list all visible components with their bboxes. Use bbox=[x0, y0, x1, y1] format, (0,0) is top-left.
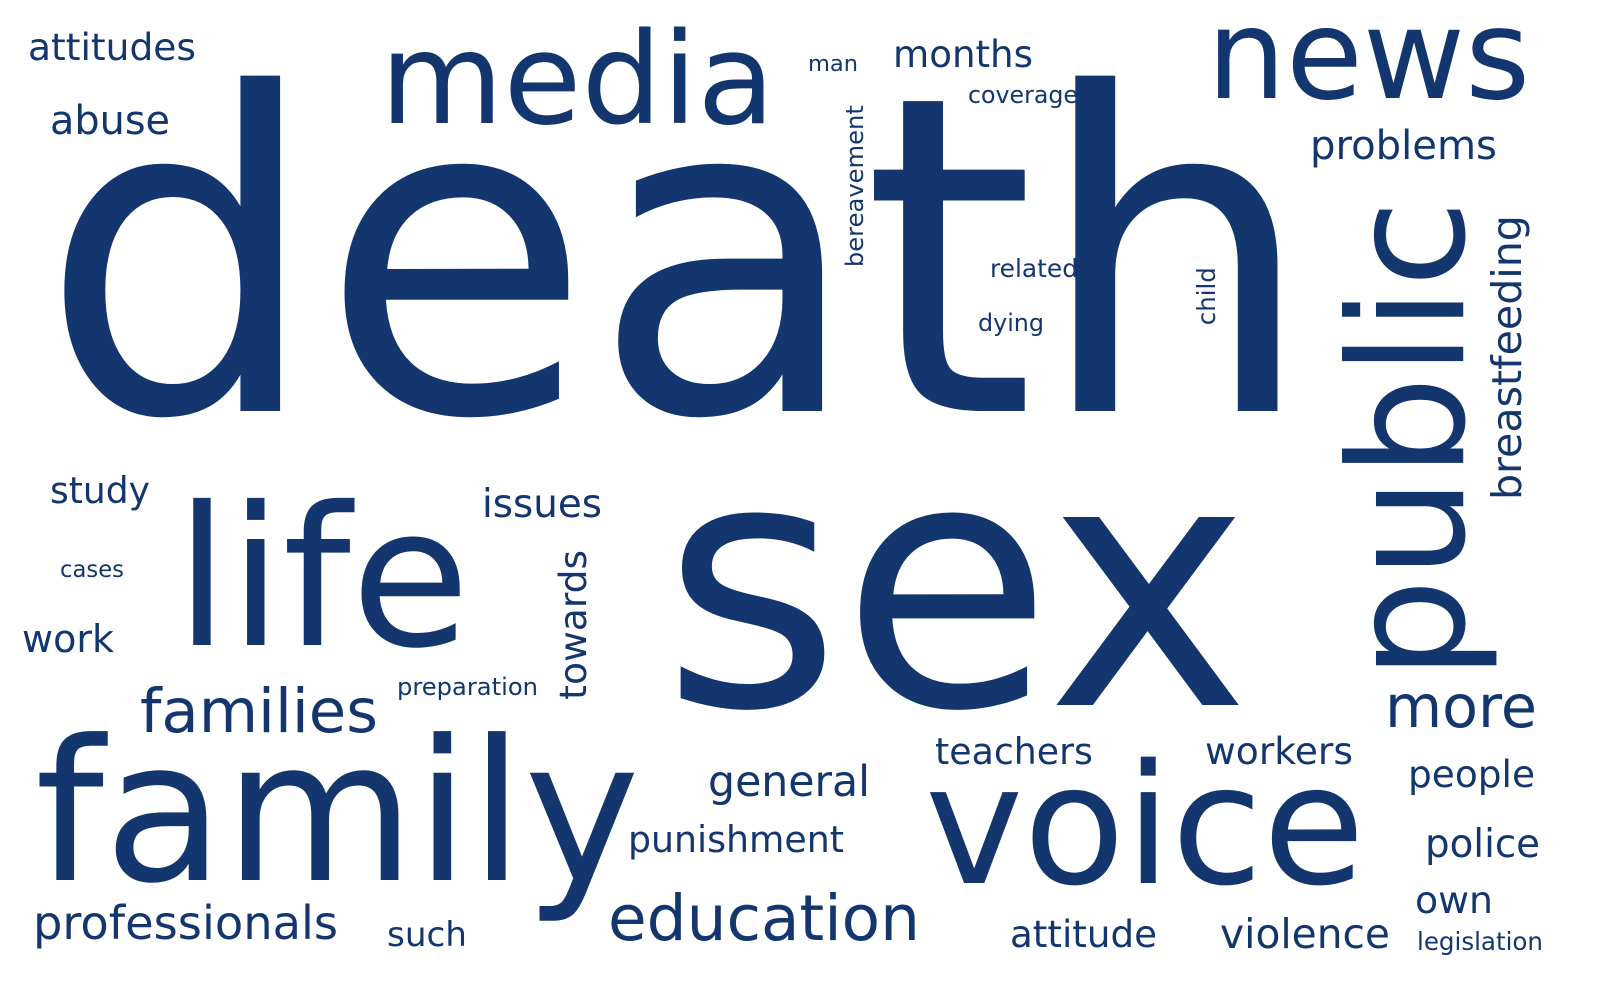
word-study: study bbox=[50, 469, 150, 512]
word-media: media bbox=[380, 5, 775, 154]
word-police: police bbox=[1425, 821, 1540, 867]
word-workers: workers bbox=[1205, 729, 1353, 774]
word-teachers: teachers bbox=[935, 729, 1093, 773]
word-voice: voice bbox=[924, 730, 1366, 924]
word-abuse: abuse bbox=[50, 98, 170, 145]
word-cases: cases bbox=[60, 556, 124, 583]
word-punishment: punishment bbox=[628, 817, 844, 861]
word-people: people bbox=[1407, 752, 1535, 797]
word-attitude: attitude bbox=[1010, 911, 1157, 956]
word-issues: issues bbox=[482, 481, 602, 527]
word-man: man bbox=[807, 50, 858, 77]
word-preparation: preparation bbox=[396, 672, 538, 701]
word-violence: violence bbox=[1220, 910, 1390, 959]
word-more: more bbox=[1384, 673, 1538, 742]
word-dying: dying bbox=[978, 309, 1044, 338]
word-work: work bbox=[22, 616, 114, 661]
word-coverage: coverage bbox=[968, 81, 1078, 110]
word-problems: problems bbox=[1310, 123, 1497, 170]
word-news: news bbox=[1206, 0, 1531, 128]
word-general: general bbox=[708, 757, 870, 808]
word-education: education bbox=[608, 882, 920, 956]
word-months: months bbox=[893, 32, 1033, 77]
word-towards: towards bbox=[551, 550, 596, 700]
word-legislation: legislation bbox=[1417, 926, 1543, 956]
word-such: such bbox=[387, 914, 467, 955]
word-related: related bbox=[990, 253, 1078, 283]
word-professionals: professionals bbox=[32, 895, 339, 950]
word-public: public bbox=[1314, 199, 1501, 680]
word-family: family bbox=[35, 698, 640, 927]
word-breastfeeding: breastfeeding bbox=[1482, 215, 1531, 500]
word-life: life bbox=[174, 464, 471, 691]
word-attitudes: attitudes bbox=[28, 25, 196, 70]
word-own: own bbox=[1415, 877, 1493, 922]
word-child: child bbox=[1192, 266, 1222, 326]
word-sex: sex bbox=[662, 386, 1250, 787]
word-families: families bbox=[139, 676, 378, 748]
word-bereavement: bereavement bbox=[840, 104, 869, 267]
word-death: death bbox=[40, 2, 1315, 517]
